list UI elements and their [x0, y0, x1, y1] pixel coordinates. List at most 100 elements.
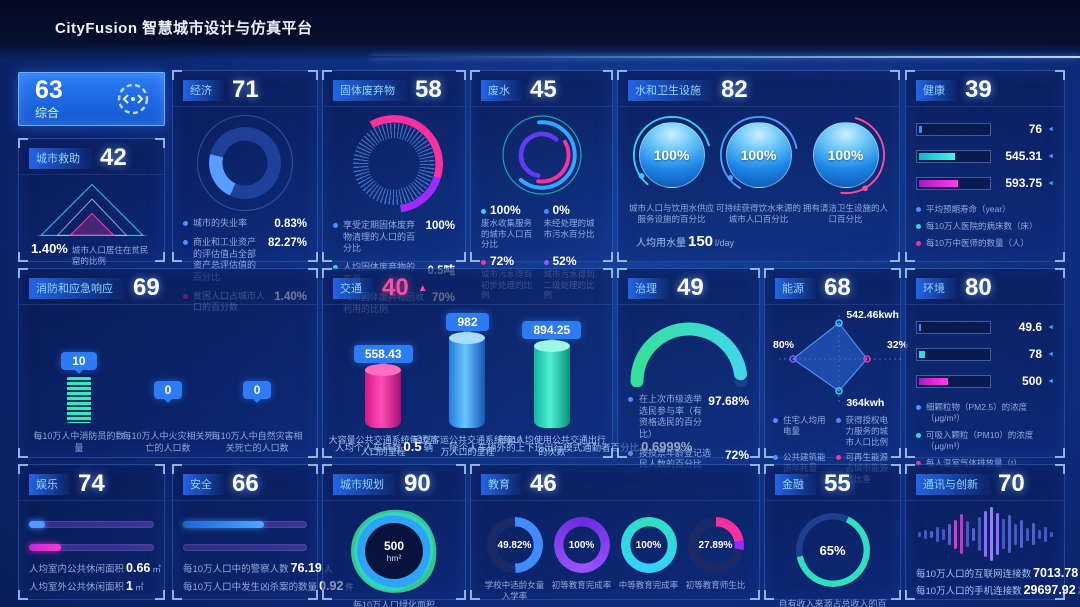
panel-water-sanitation[interactable]: 水和卫生设施 82 100% 城市人口与饮用水供应服务设施的百分比 100% 可持… [617, 70, 900, 262]
value-bubble: 558.43 [353, 345, 413, 367]
legend-item: 平均预期寿命（year） [916, 204, 1054, 215]
panel-label: 教育 [481, 473, 522, 495]
center-unit: hm² [386, 553, 402, 563]
gauge-value: 100% [740, 147, 777, 163]
stat-row: 1.40% 城市人口居住在贫民窟的比例 [31, 241, 152, 266]
panel-label: 废水 [481, 79, 522, 101]
legend-item: 住宅人均用电量 [773, 415, 830, 448]
gauge-item: 100% 城市人口与饮用水供应服务设施的百分比 [628, 115, 715, 225]
stat-label: 每10万人口中的警察人数 [183, 564, 289, 575]
panel-label: 经济 [183, 79, 224, 101]
donut-value: 100% [568, 539, 595, 551]
panel-education[interactable]: 教育 46 49.82% 学校中适龄女童入学率 100% 初等教育完成率 100%… [470, 464, 760, 602]
panel-environment[interactable]: 环境 80 49.6 ◄ 78 ◄ 500 ◄ 细颗粒物（PM2.5）的浓度（μg/m³… [905, 268, 1065, 468]
gauge-label: 可持续获得饮水来源的城市人口百分比 [715, 203, 801, 225]
legend-item: 每10万人医院的病床数（床） [916, 221, 1054, 232]
bar-row: 78 ◄ [916, 347, 1054, 361]
header-divider [370, 56, 1080, 58]
slider-bar[interactable] [29, 521, 154, 528]
panel-health[interactable]: 健康 39 76 ◄ 545.31 ◄ 593.75 ◄ 平均预期寿命（year） 每1… [905, 70, 1065, 262]
donut-label: 自有收入来源占总收入的百分比 [778, 599, 887, 607]
panel-urban-planning[interactable]: 城市规划 90 500 hm² 每10万人口绿化面积 [322, 464, 466, 607]
legend-dot [183, 240, 188, 245]
panel-transport[interactable]: 交通 40 ▲ 558.43 大容量公共交通系统每10万人口的里程 982 轻型客运… [322, 268, 692, 459]
donut-chart: 65% [795, 513, 870, 587]
bar-row: 76 ◄ [916, 122, 1054, 136]
bar-value: 76 [1028, 122, 1043, 136]
marker-icon: ◄ [1047, 377, 1054, 385]
stat-value: 0.66 [126, 561, 151, 575]
legend-dot [481, 259, 486, 265]
gauge-label: 城市人口与饮用水供应服务设施的百分比 [628, 203, 714, 225]
stat-row: 城市的失业率 0.83% [183, 218, 307, 230]
bar-value: 49.6 [1018, 320, 1043, 334]
panel-label: 环境 [916, 277, 957, 299]
gauge-value: 100% [827, 147, 864, 163]
bar-value: 545.31 [1005, 149, 1043, 163]
radar-kite-chart: 542.46kwh 32% 80% 364kwh [771, 307, 908, 411]
stat-value: 72% [724, 447, 749, 462]
green-area-blob-chart: 500 hm² [342, 499, 446, 603]
bar-value: 78 [1028, 347, 1043, 361]
bar-label: 每年人均使用公共交通出行的次数 [497, 435, 606, 457]
marker-icon: ◄ [1047, 125, 1054, 133]
panel-score: 40 [382, 274, 409, 301]
stat-value: 1.40% [31, 241, 68, 256]
stat-row: 人均室外公共休闲面积 1 ㎡ [29, 579, 154, 593]
slider-bar[interactable] [29, 544, 154, 551]
stat-cell: 100% 废水收集服务的城市人口百分比 [479, 201, 542, 252]
panel-score: 82 [721, 76, 748, 103]
legend-dot [543, 259, 549, 265]
composite-gauge-icon [117, 83, 149, 115]
stat-unit: ㎡ [134, 582, 144, 592]
mini-bar-chart: 10 每10万人中消防员的数量 0 每10万人中火灾相关死亡的人口数 0 每10… [29, 309, 307, 457]
solid-waste-donut-chart [345, 115, 443, 213]
slider-bar[interactable] [183, 521, 307, 528]
triangle-chart [29, 179, 154, 239]
liquid-gauges: 100% 城市人口与饮用水供应服务设施的百分比 100% 可持续获得饮水来源的城… [622, 107, 895, 225]
stat-value: 76.19 [290, 561, 322, 575]
stat-value: 29697.92 [1023, 583, 1076, 597]
panel-recreation[interactable]: 娱乐 74 人均室内公共休闲面积 0.66 ㎡ 人均室外公共休闲面积 1 ㎡ [18, 464, 165, 600]
donut-value: 65% [819, 542, 846, 558]
bar-item: 10 每10万人中消防员的数量 [33, 315, 124, 457]
panel-finance[interactable]: 金融 55 65% 自有收入来源占总收入的百分比 [764, 464, 901, 607]
stat-value: 100% [425, 220, 455, 232]
panel-city-aid[interactable]: 城市救助 42 1.40% 城市人口居住在贫民窟的比例 [18, 138, 165, 266]
panel-score: 71 [232, 76, 259, 103]
slider-bar[interactable] [183, 544, 307, 551]
panel-governance[interactable]: 治理 49 在上次市级选举选民参与率（有资格选民的百分比） 97.68% 按投票年龄… [617, 268, 760, 469]
stat-label: 在上次市级选举选民参与率（有资格选民的百分比） [639, 394, 703, 440]
donut-label: 初等教育完成率 [551, 580, 612, 590]
panel-score: 70 [998, 470, 1025, 497]
panel-score: 46 [530, 470, 557, 497]
stat-label: 人均室内公共休闲面积 [29, 564, 125, 575]
bar [449, 332, 486, 428]
composite-label: 综合 [35, 105, 60, 120]
stat-unit: 次 [1078, 586, 1080, 596]
panel-fire-emergency[interactable]: 消防和应急响应 69 10 每10万人中消防员的数量 0 每10万人中火灾相关死亡… [18, 268, 318, 458]
stat-label: 废水收集服务的城市人口百分比 [481, 218, 533, 250]
panel-score: 66 [232, 470, 259, 497]
panel-wastewater[interactable]: 废水 45 100% 废水收集服务的城市人口百分比 0% 未经处理的城市污水百分比 [470, 70, 613, 300]
legend-item: 细颗粒物（PM2.5）的浓度（μg/m³） [916, 402, 1054, 424]
bar-item: 0 每10万人中自然灾害相关死亡的人口数 [212, 315, 303, 457]
bar-item: 894.25 每年人均使用公共交通出行的次数 [498, 313, 606, 459]
composite-score-card[interactable]: 63 综合 [18, 72, 165, 126]
panel-label: 健康 [916, 79, 957, 101]
legend-label: 每10万人医院的病床数（床） [926, 221, 1038, 232]
panel-score: 74 [78, 470, 105, 497]
donut-item: 27.89% 初等教育师生比 [683, 517, 749, 602]
economy-donut-chart [197, 115, 293, 211]
legend-label: 平均预期寿命（year） [926, 204, 1011, 214]
legend-dot [628, 450, 633, 456]
stat-value: 7013.78 [1033, 566, 1079, 580]
panel-energy[interactable]: 能源 68 542.46kwh 32% 80% 364kwh 住宅人均用电量 [764, 268, 908, 484]
stat-row: 每10万人口中发生凶杀案的数量0.92件 [183, 579, 354, 593]
bar-row: 500 ◄ [916, 374, 1054, 388]
gauge-chart [618, 307, 759, 387]
